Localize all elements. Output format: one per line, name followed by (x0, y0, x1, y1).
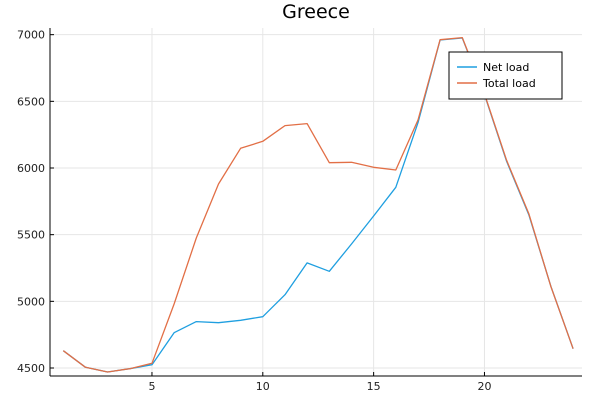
chart-title: Greece (282, 1, 350, 23)
legend-label-1: Net load (483, 61, 529, 74)
legend-label-2: Total load (482, 77, 536, 90)
x-tick-label: 15 (367, 380, 381, 393)
x-tick-label: 5 (148, 380, 155, 393)
x-tick-label: 10 (256, 380, 270, 393)
series-line-2 (62, 36, 574, 373)
y-tick-label: 6500 (17, 95, 45, 108)
legend: Net load Total load (448, 51, 563, 100)
series-lines (62, 36, 574, 373)
y-tick-label: 5000 (17, 295, 45, 308)
x-tick-label: 20 (477, 380, 491, 393)
legend-box (448, 51, 563, 100)
y-tick-label: 7000 (17, 29, 45, 42)
grid-lines (50, 28, 582, 376)
axes (49, 28, 582, 377)
y-tick-label: 4500 (17, 362, 45, 375)
y-tick-label: 6000 (17, 162, 45, 175)
y-tick-label: 5500 (17, 229, 45, 242)
tick-labels: 5 10 15 20 4500 5000 5500 6000 6500 7000 (17, 29, 491, 393)
